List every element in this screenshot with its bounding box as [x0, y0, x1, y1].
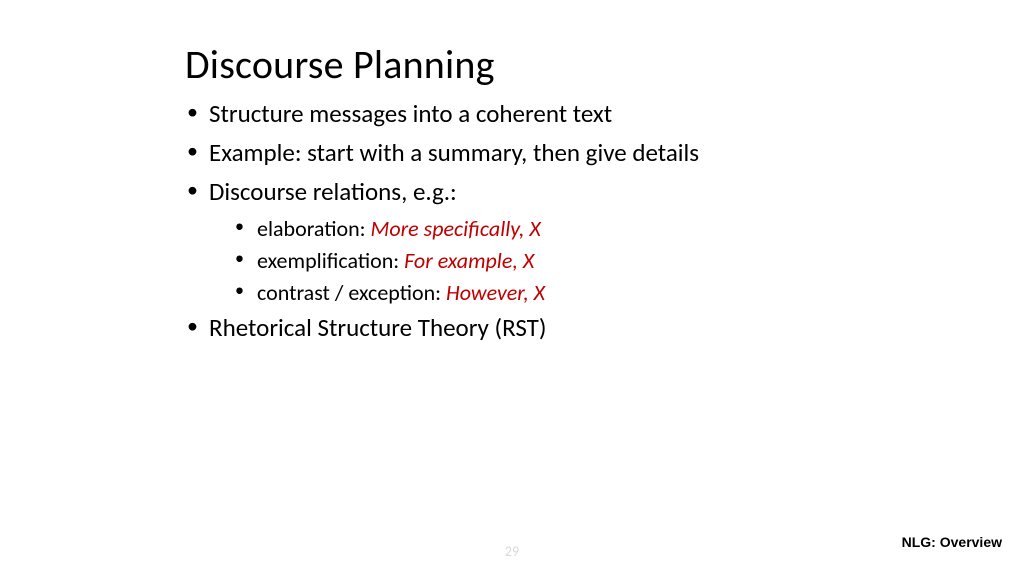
sub-label: contrast / exception: [257, 279, 446, 306]
sub-accent: For example, X [404, 247, 534, 274]
sub-accent: More specifically, X [371, 215, 541, 242]
bullet-item: Rhetorical Structure Theory (RST) [185, 309, 1024, 348]
sub-bullet-list: elaboration: More specifically, X exempl… [209, 213, 1024, 309]
sub-label: exemplification: [257, 247, 404, 274]
footer-label: NLG: Overview [902, 534, 1002, 550]
bullet-item: Discourse relations, e.g.: elaboration: … [185, 173, 1024, 309]
sub-bullet-item: elaboration: More specifically, X [209, 213, 1024, 245]
bullet-list: Structure messages into a coherent text … [185, 95, 1024, 348]
sub-bullet-item: exemplification: For example, X [209, 245, 1024, 277]
page-number: 29 [505, 543, 519, 560]
slide: Discourse Planning Structure messages in… [0, 0, 1024, 576]
slide-title: Discourse Planning [185, 40, 1024, 89]
sub-accent: However, X [446, 279, 545, 306]
bullet-item: Example: start with a summary, then give… [185, 134, 1024, 173]
bullet-item: Structure messages into a coherent text [185, 95, 1024, 134]
bullet-text: Discourse relations, e.g.: [209, 176, 457, 207]
sub-bullet-item: contrast / exception: However, X [209, 277, 1024, 309]
sub-label: elaboration: [257, 215, 371, 242]
